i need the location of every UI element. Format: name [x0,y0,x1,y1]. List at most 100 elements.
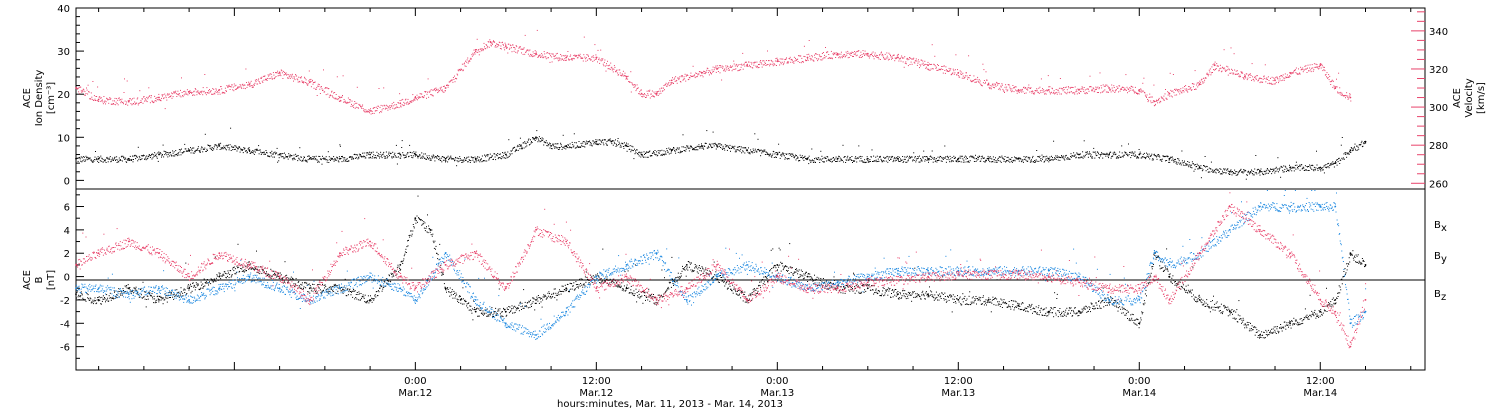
velocity-series-sample [655,91,657,93]
density-series-sample [94,156,96,158]
density-series-sample [1029,161,1031,163]
velocity-series-sample [840,53,842,55]
density-series-sample [491,155,493,157]
velocity-series-sample [475,51,477,52]
velocity-series-sample [942,69,944,70]
density-series-sample [538,136,540,138]
velocity-series-sample [944,70,946,71]
density-series-sample [1327,166,1329,168]
velocity-series-sample [600,60,602,62]
velocity-series-sample [1149,93,1151,95]
velocity-series-sample [362,104,364,106]
velocity-series-sample [430,89,432,91]
density-series-sample [388,153,389,155]
density-series-sample [1150,155,1152,157]
density-series-sample [658,152,660,154]
velocity-series-sample [774,60,776,62]
velocity-series-sample [996,81,998,83]
velocity-series-sample [611,69,613,71]
density-series-sample [617,138,619,139]
density-series-sample [872,161,874,162]
density-series-sample [1040,160,1042,162]
density-series-sample [1331,162,1333,164]
density-series-sample [893,159,895,161]
density-series-sample [291,158,293,160]
density-series-sample [1189,165,1191,167]
density-series-sample [445,160,447,162]
density-series-sample [402,154,404,156]
density-series-sample [102,161,104,163]
velocity-series-sample [494,41,496,43]
velocity-series-sample [181,92,183,93]
density-series-sample [537,138,539,140]
velocity-series-sample [646,95,648,97]
velocity-series-sample [1134,91,1136,93]
density-series-sample [965,158,967,160]
velocity-series-sample [810,59,812,61]
velocity-series-sample [873,58,875,60]
density-series-sample [317,161,319,163]
density-series-sample [693,148,695,150]
density-series-sample [996,161,998,163]
density-series-sample [247,151,248,153]
velocity-series-sample [283,74,285,76]
density-series-sample [618,141,620,143]
density-series-sample [1253,174,1255,176]
density-series-sample [1301,168,1303,170]
velocity-series-sample [1177,89,1179,91]
density-series-sample [1192,163,1194,165]
density-series-sample [814,158,815,160]
velocity-series-sample [285,72,287,74]
density-series-sample [580,142,582,144]
velocity-series-sample [599,62,601,64]
velocity-series-sample [323,69,324,71]
velocity-series-sample [582,57,584,59]
velocity-series-sample [1196,82,1198,84]
density-series-sample [1028,158,1030,160]
density-series-sample [772,153,774,155]
density-series-sample [97,160,99,162]
density-series-sample [571,147,573,149]
density-series-sample [1320,170,1322,172]
velocity-series-sample [265,78,267,80]
density-series-sample [238,146,240,147]
velocity-series-sample [800,62,802,64]
density-series-sample [950,161,952,163]
density-series-sample [432,154,434,156]
density-series-sample [436,156,437,158]
velocity-series-sample [90,92,92,94]
velocity-series-sample [280,69,282,71]
density-series-sample [395,144,397,146]
density-series-sample [928,161,929,163]
density-series-sample [129,160,131,161]
velocity-series-sample [118,97,120,99]
velocity-series-sample [796,59,798,61]
velocity-series-sample [990,87,992,89]
velocity-series-sample [277,70,279,72]
density-series-sample [350,157,352,158]
velocity-series-sample [153,102,155,104]
velocity-series-sample [1149,96,1151,98]
density-series-sample [639,152,641,154]
velocity-series-sample [454,75,455,77]
density-series-sample [164,151,166,152]
velocity-series-sample [1055,89,1057,90]
density-series-sample [874,160,876,162]
velocity-series-sample [225,91,227,92]
velocity-series-sample [615,71,617,73]
density-series-sample [333,160,335,162]
density-series-sample [1164,156,1166,158]
velocity-series-sample [612,71,614,73]
velocity-series-sample [294,79,296,81]
density-series-sample [1295,161,1297,163]
density-series-sample [372,156,374,158]
density-series-sample [839,157,841,159]
velocity-series-sample [1135,92,1137,94]
density-series-sample [286,157,288,158]
velocity-series-sample [610,62,612,64]
velocity-series-sample [99,97,101,99]
density-series-sample [486,160,488,162]
density-series-sample [441,161,443,163]
velocity-series-sample [128,99,130,101]
velocity-series-sample [249,85,251,87]
